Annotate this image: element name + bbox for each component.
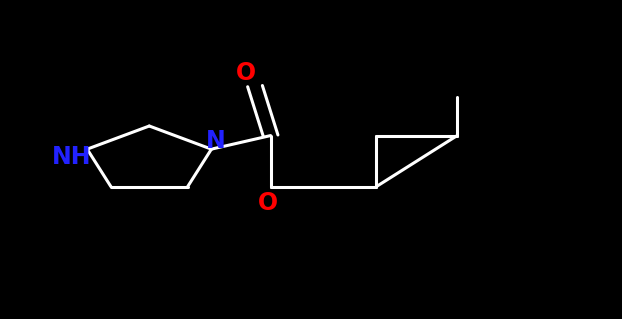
Text: O: O [236,61,256,85]
Text: O: O [258,190,277,215]
Text: NH: NH [52,145,91,169]
Text: N: N [206,129,226,153]
